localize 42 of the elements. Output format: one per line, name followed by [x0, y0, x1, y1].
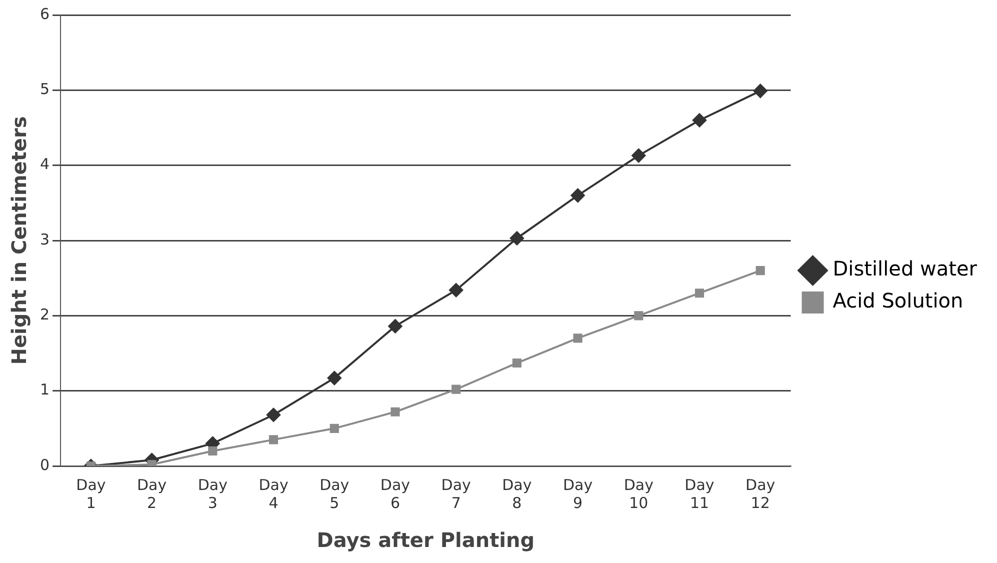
point [512, 358, 522, 368]
point [330, 424, 339, 433]
point [692, 113, 706, 128]
point [756, 266, 765, 276]
x-tick-label: Day 11 [684, 476, 714, 512]
point [753, 84, 768, 98]
y-tick-label: 5 [40, 80, 50, 98]
point [388, 319, 402, 334]
y-tick-label: 6 [40, 4, 50, 23]
x-tick-label: Day 8 [502, 476, 532, 512]
point [268, 435, 278, 444]
point [570, 188, 585, 202]
x-tick-label: Day 5 [320, 476, 350, 512]
legend-label: Acid Solution [832, 288, 964, 313]
point [694, 288, 704, 298]
y-tick-label: 3 [40, 230, 50, 248]
y-tick-label: 0 [40, 456, 50, 474]
point [452, 384, 461, 394]
x-tick-label: Day 3 [198, 476, 228, 512]
x-axis-title: Days after Planting [316, 528, 535, 552]
x-tick-label: Day 1 [76, 476, 106, 512]
point [266, 408, 281, 422]
point [208, 446, 218, 456]
x-tick-label: Day 7 [441, 476, 472, 512]
point [632, 148, 646, 163]
x-tick-label: Day 4 [258, 476, 288, 512]
point [390, 407, 400, 416]
legend-label: Distilled water [832, 256, 978, 281]
point [634, 311, 644, 320]
x-tick-label: Day 9 [562, 476, 593, 512]
point [327, 371, 342, 386]
x-tick-label: Day 12 [746, 476, 776, 512]
y-axis-title: Height in Centimeters [7, 116, 32, 365]
point [449, 283, 464, 298]
x-tick-label: Day 2 [137, 476, 167, 512]
x-tick-label: Day 6 [380, 476, 410, 512]
y-tick-label: 4 [40, 155, 50, 174]
y-tick-label: 2 [40, 306, 50, 324]
y-tick-label: 1 [40, 380, 50, 399]
x-tick-label: Day 10 [624, 476, 654, 512]
point [510, 231, 524, 246]
point [573, 334, 582, 343]
